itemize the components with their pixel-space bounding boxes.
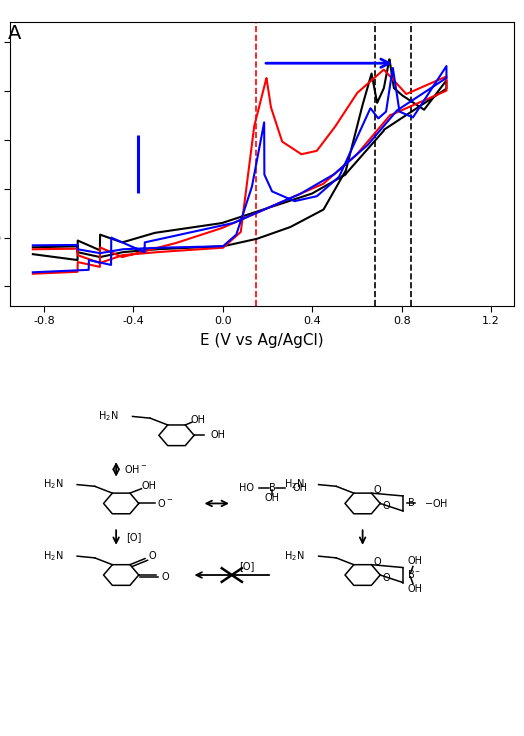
- Text: [O]: [O]: [239, 562, 255, 571]
- Text: A: A: [8, 24, 21, 43]
- Text: O: O: [374, 485, 381, 495]
- Text: OH: OH: [190, 415, 205, 425]
- Text: OH: OH: [408, 556, 423, 567]
- Text: O: O: [161, 572, 169, 581]
- Text: B: B: [408, 570, 414, 580]
- Text: HO: HO: [239, 483, 255, 493]
- Text: $^-$: $^-$: [413, 567, 421, 577]
- Text: OH: OH: [292, 483, 307, 493]
- Text: H$_2$N: H$_2$N: [42, 549, 63, 563]
- Text: $-$OH: $-$OH: [424, 498, 448, 509]
- Text: O$^-$: O$^-$: [157, 498, 173, 509]
- Text: O: O: [383, 573, 390, 583]
- Text: H$_2$N: H$_2$N: [42, 478, 63, 492]
- Text: O: O: [383, 501, 390, 512]
- Text: H$_2$N: H$_2$N: [284, 478, 304, 492]
- Text: O: O: [374, 557, 381, 567]
- Text: OH: OH: [141, 481, 157, 492]
- Text: B: B: [408, 498, 414, 509]
- Text: OH$^-$: OH$^-$: [124, 464, 147, 475]
- Text: OH: OH: [408, 584, 423, 594]
- Text: OH: OH: [265, 493, 280, 503]
- Text: [O]: [O]: [126, 533, 141, 542]
- Text: B: B: [269, 483, 276, 493]
- Text: H$_2$N: H$_2$N: [284, 549, 304, 563]
- Text: H$_2$N: H$_2$N: [98, 409, 118, 423]
- Text: OH: OH: [210, 431, 225, 440]
- Text: O: O: [149, 551, 156, 561]
- X-axis label: E (V vs Ag/AgCl): E (V vs Ag/AgCl): [200, 333, 324, 348]
